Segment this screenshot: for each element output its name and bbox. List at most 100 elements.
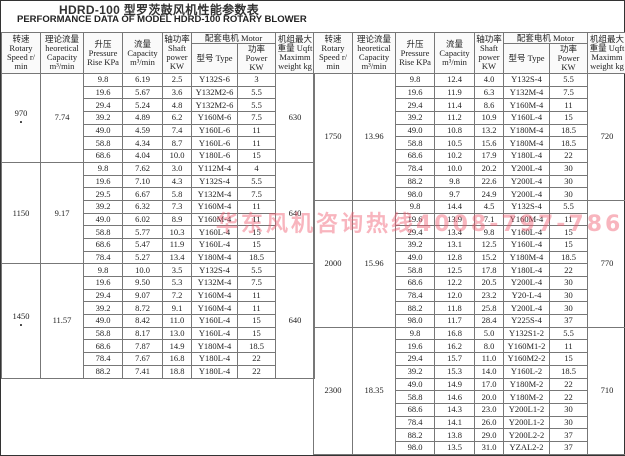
rotary-speed: 1750 [324, 131, 342, 142]
shaft-power: 3.6 [162, 85, 192, 100]
motor-power: 37 [548, 440, 589, 455]
table-row: 39.2 4.89 6.2 Y160M-6 7.5 [2, 111, 315, 125]
motor-type: Y132M2-6 [191, 85, 238, 100]
header-capacity: 流量 Capacity m³/min [122, 32, 163, 74]
table-row: 98.0 11.7 28.4 Y225S-4 37 [314, 314, 625, 328]
motor-power: 15 [548, 111, 589, 125]
header-speed: 转速 Rotary Speed r/ min [313, 32, 353, 74]
motor-power: 5.5 [236, 263, 277, 277]
pressure: 29.4 [395, 352, 435, 366]
motor-power: 30 [548, 301, 589, 316]
capacity: 5.77 [122, 225, 163, 239]
capacity: 7.62 [122, 161, 163, 176]
motor-power: 5.5 [236, 174, 277, 189]
motor-type: Y160L-2 [503, 364, 550, 379]
performance-table-right: 转速 Rotary Speed r/ min 理论流量 heoretical Ca… [313, 32, 625, 455]
pressure: 58.8 [83, 225, 123, 239]
table-row: 49.0 4.59 7.4 Y160L-6 11 [2, 123, 315, 138]
rotary-speed-cell: 1750 [313, 73, 353, 201]
pressure: 98.0 [395, 314, 435, 328]
pressure: 88.2 [395, 428, 435, 442]
star-marker: • [19, 116, 23, 127]
table-row: 2300 18.35 9.8 16.8 5.0 Y132S1-2 5.5 710 [313, 326, 625, 455]
motor-type: Y132S1-2 [503, 326, 550, 341]
shaft-power: 17.0 [474, 377, 504, 392]
theoretical-capacity: 15.96 [352, 199, 396, 328]
table-row: 29.4 15.7 11.0 Y160M2-2 15 [314, 352, 625, 366]
table-row: 19.6 16.2 8.0 Y160M1-2 11 [314, 339, 625, 354]
motor-type: Y132M2-6 [191, 98, 238, 113]
rotary-speed: 2000 [324, 258, 342, 269]
header-theoretical: 理论流量 heoretical Capacity m³/min [40, 32, 84, 74]
header-shaft-power: 轴功率 Shaft power KW [162, 32, 192, 74]
header-motor: 配套电机 Motor [502, 32, 589, 44]
capacity: 13.5 [434, 440, 475, 455]
pressure: 58.8 [395, 136, 435, 151]
capacity: 13.8 [434, 428, 475, 442]
shaft-power: 7.2 [162, 288, 192, 303]
table-row: 68.6 10.2 17.9 Y180L-4 22 [314, 149, 625, 163]
motor-power: 18.5 [548, 136, 589, 151]
table-row: 58.8 10.5 15.6 Y180M-4 18.5 [314, 136, 625, 151]
motor-type: Y180L-4 [191, 364, 238, 379]
shaft-power: 18.8 [162, 364, 192, 379]
motor-type: Y160L-4 [503, 225, 550, 239]
shaft-power: 14.9 [162, 339, 192, 354]
pressure: 98.0 [395, 440, 435, 455]
table-row: 2000 15.96 9.8 14.4 4.5 Y132S-4 5.5 770 [313, 199, 625, 328]
motor-power: 15 [548, 237, 589, 252]
pressure: 19.6 [395, 339, 435, 354]
pressure: 49.0 [83, 123, 123, 138]
motor-power: 11 [236, 288, 277, 303]
motor-power: 15 [236, 326, 277, 341]
capacity: 10.5 [434, 136, 475, 151]
motor-type: Y112M-4 [191, 161, 238, 176]
pressure: 88.2 [83, 364, 123, 379]
shaft-power: 5.0 [474, 326, 504, 341]
shaft-power: 16.8 [162, 352, 192, 366]
motor-power: 22 [236, 352, 277, 366]
motor-power: 18.5 [548, 364, 589, 379]
shaft-power: 10.9 [474, 111, 504, 125]
pressure: 39.2 [395, 111, 435, 125]
shaft-power: 5.3 [162, 276, 192, 290]
shaft-power: 24.9 [474, 187, 504, 201]
shaft-power: 6.2 [162, 111, 192, 125]
capacity: 14.6 [434, 390, 475, 404]
pressure: 58.8 [395, 263, 435, 277]
max-weight: 710 [587, 326, 625, 455]
header-motor-type: 型号 Type [503, 43, 550, 74]
pressure: 78.4 [395, 415, 435, 430]
shaft-power: 7.3 [162, 199, 192, 214]
motor-type: Y200L-4 [503, 301, 550, 316]
capacity: 15.3 [434, 364, 475, 379]
motor-power: 4 [236, 161, 277, 176]
shaft-power: 22.6 [474, 174, 504, 189]
motor-type: Y132M-4 [191, 276, 238, 290]
motor-power: 15 [236, 314, 277, 328]
motor-power: 15 [236, 225, 277, 239]
pressure: 78.4 [83, 352, 123, 366]
shaft-power: 29.0 [474, 428, 504, 442]
motor-power: 30 [548, 402, 589, 417]
capacity: 16.8 [434, 326, 475, 341]
page-title: HDRD-100 型罗茨鼓风机性能参数表 [59, 3, 260, 17]
header-weight: 机组最大重量 Uqft Maximm weight kg [275, 32, 316, 74]
pressure: 78.4 [83, 250, 123, 265]
max-weight: 640 [275, 263, 316, 379]
motor-type: Y180M-4 [503, 123, 550, 138]
capacity: 10.0 [434, 161, 475, 176]
shaft-power: 23.0 [474, 402, 504, 417]
table-row: 19.6 7.10 4.3 Y132S-4 5.5 [2, 174, 315, 189]
motor-power: 22 [548, 263, 589, 277]
header-motor-power: 功率 Power KW [236, 43, 277, 74]
pressure: 68.6 [83, 339, 123, 354]
motor-type: Y160M-4 [503, 98, 550, 113]
header-pressure: 升压 Pressure Rise KPa [83, 32, 123, 74]
motor-power: 11 [236, 199, 277, 214]
pressure: 29.4 [83, 98, 123, 113]
capacity: 4.04 [122, 149, 163, 163]
table-row: 19.6 11.9 6.3 Y132M-4 7.5 [314, 85, 625, 100]
shaft-power: 9.1 [162, 301, 192, 316]
capacity: 6.67 [122, 187, 163, 201]
